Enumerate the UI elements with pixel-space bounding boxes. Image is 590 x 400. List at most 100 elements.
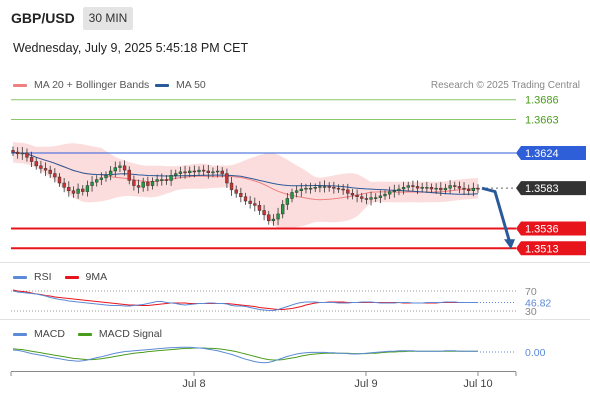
candle-body [471,187,476,191]
candle-body [439,187,443,191]
candle-body [304,187,308,190]
macd-line [12,346,478,364]
candle-body [290,192,294,199]
candle-body [76,188,80,194]
candle-body [188,170,192,173]
rsi-ma-swatch [64,275,79,279]
candle-body [383,193,387,197]
candle-body [57,176,62,184]
legend-label-ma20: MA 20 + Bollinger Bands [34,79,150,91]
research-credit: Research © 2025 Trading Central [430,80,580,91]
rsi-swatch [13,275,27,279]
candle-body [336,187,341,190]
candle-body [220,170,224,174]
macd-zero-label: 0.00 [525,347,546,359]
candle-body [71,190,76,194]
candle-body [248,200,252,204]
resistance-tag: 1.3686 [525,95,559,107]
candle-body [81,188,85,192]
projection-arrowhead [504,239,515,250]
candle-body [67,187,71,191]
candle-body [467,188,471,191]
candle-body [397,188,401,191]
candle-body [434,187,438,190]
candle-body [239,193,243,197]
candle-body [211,171,215,174]
candle-body [90,181,94,186]
candle-body [271,218,276,222]
candle-body [276,213,280,220]
candle-body [39,165,43,169]
projection-path [481,186,512,244]
candle-body [350,193,355,196]
candle-body [392,190,396,192]
candle-body [20,152,24,155]
candle-body [197,169,201,173]
candle-body [453,185,457,187]
legend-item-ma50: MA 50 [155,79,206,91]
candle-body [206,170,210,173]
candle-body [95,179,99,183]
candle-body [29,157,34,162]
candle-body [318,186,322,188]
candle-body [262,210,266,216]
candle-body [346,189,350,194]
candle-body [104,175,108,179]
rsi-ref-label: 30 [525,306,537,318]
support-tag: 1.3536 [525,224,559,236]
candle-body [415,186,420,189]
candle-body [253,203,257,206]
resistance-tag: 1.3663 [525,114,559,126]
candle-body [420,187,424,189]
candle-body [43,168,48,171]
candle-body [85,185,90,192]
candle-body [406,185,410,188]
candle-body [308,187,313,190]
candle-body [313,187,317,189]
candle-body [136,185,141,188]
candle-body [448,185,452,189]
candle-body [411,185,415,187]
x-tick-label: Jul 8 [182,378,205,390]
candle-body [378,195,383,198]
period-badge[interactable]: 30 MIN [83,7,133,30]
candle-body [62,182,66,188]
candle-body [183,171,187,174]
ma20-swatch [13,83,27,87]
last-tag-bg [516,181,586,196]
candle-body [127,169,131,181]
level-lines-group [11,99,516,250]
candle-body [108,170,113,176]
rsi-line [12,290,478,311]
rsi-last-value: 46.82 [525,298,551,310]
candle-body [425,187,429,189]
candle-body [229,182,234,191]
macd-swatch [13,332,27,336]
candle-body [360,196,364,199]
level-tags-group: 1.3686 1.3663 1.3624 1.3583 1.3536 1.3513 [516,95,586,256]
candle-body [99,177,104,180]
candle-body [11,150,15,153]
candle-body [364,198,369,200]
candle-body [48,169,52,174]
candle-body [201,169,206,172]
ma50-swatch [155,83,169,87]
candle-body [15,151,20,155]
rsi-legend-label: RSI [34,271,52,283]
macd-signal-line [12,347,478,361]
symbol-title: GBP/USD [11,10,75,26]
datetime-label: Wednesday, July 9, 2025 5:45:18 PM CET [13,41,249,55]
candle-body [299,188,303,191]
candle-body [118,165,122,168]
rsi-legend: RSI 9MA [13,271,107,283]
candle-body [34,161,38,167]
macd-pane: 0.00 [12,346,546,364]
macd-signal-swatch [77,332,92,336]
bollinger-band [13,141,478,229]
candle-body [160,179,164,181]
candle-body [374,197,378,199]
candle-body [355,194,359,197]
legend-label-ma50: MA 50 [176,79,206,91]
candle-body [332,187,336,189]
